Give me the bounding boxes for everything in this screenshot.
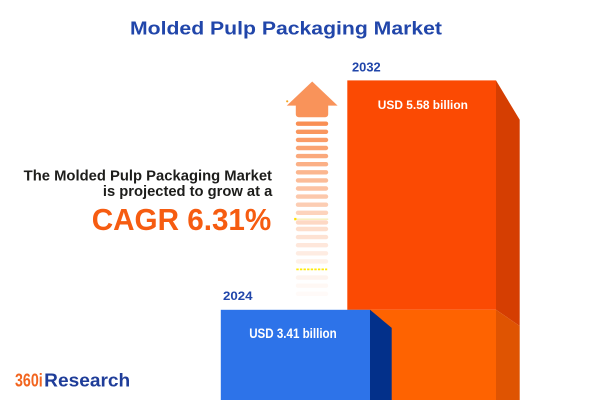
svg-text:Research: Research — [44, 370, 130, 391]
svg-text:360i: 360i — [15, 370, 43, 391]
svg-text:USD 3.41 billion: USD 3.41 billion — [249, 326, 337, 341]
svg-text:Molded Pulp Packaging Market: Molded Pulp Packaging Market — [130, 19, 442, 39]
svg-text:The Molded Pulp Packaging Mark: The Molded Pulp Packaging Market — [24, 169, 272, 185]
svg-text:2032: 2032 — [352, 60, 381, 74]
svg-text:USD 5.58 billion: USD 5.58 billion — [378, 100, 468, 112]
svg-text:is projected to grow at a: is projected to grow at a — [103, 184, 273, 200]
svg-text:2024: 2024 — [223, 289, 253, 303]
svg-text:CAGR 6.31%: CAGR 6.31% — [92, 203, 272, 237]
